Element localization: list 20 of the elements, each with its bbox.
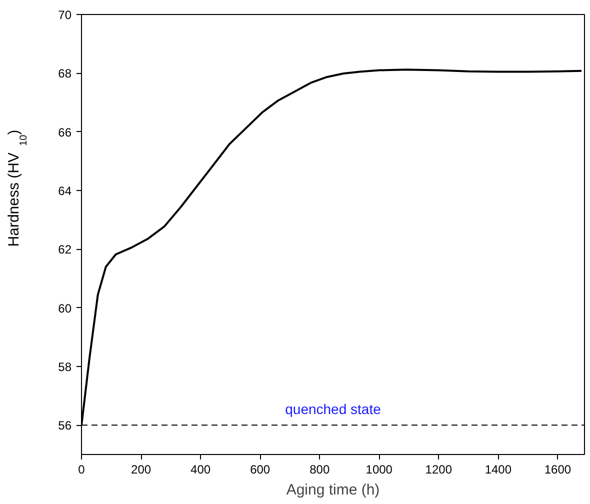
x-tick-label: 1400 <box>484 462 512 476</box>
y-tick-label: 56 <box>58 418 72 433</box>
x-tick-label: 1200 <box>425 462 452 476</box>
x-tick-label: 1000 <box>366 462 393 476</box>
y-tick-label: 62 <box>58 242 72 257</box>
y-tick-label: 70 <box>58 8 72 22</box>
x-tick-label: 800 <box>310 462 330 476</box>
x-tick-label: 600 <box>250 462 270 476</box>
x-tick-label: 1600 <box>544 462 572 476</box>
x-tick-label: 400 <box>190 462 211 476</box>
x-tick-label: 0 <box>78 462 86 476</box>
y-axis-title: Hardness (HV10) <box>6 130 30 247</box>
y-tick-label: 60 <box>58 301 72 316</box>
y-tick-label: 68 <box>58 66 72 81</box>
y-tick-label: 66 <box>58 125 72 140</box>
y-tick-label: 58 <box>58 360 72 374</box>
x-tick-label: 200 <box>131 462 152 476</box>
ref-line-label: quenched state <box>285 401 382 418</box>
x-axis-title: Aging time (h) <box>286 482 380 498</box>
y-tick-label: 64 <box>58 184 72 198</box>
